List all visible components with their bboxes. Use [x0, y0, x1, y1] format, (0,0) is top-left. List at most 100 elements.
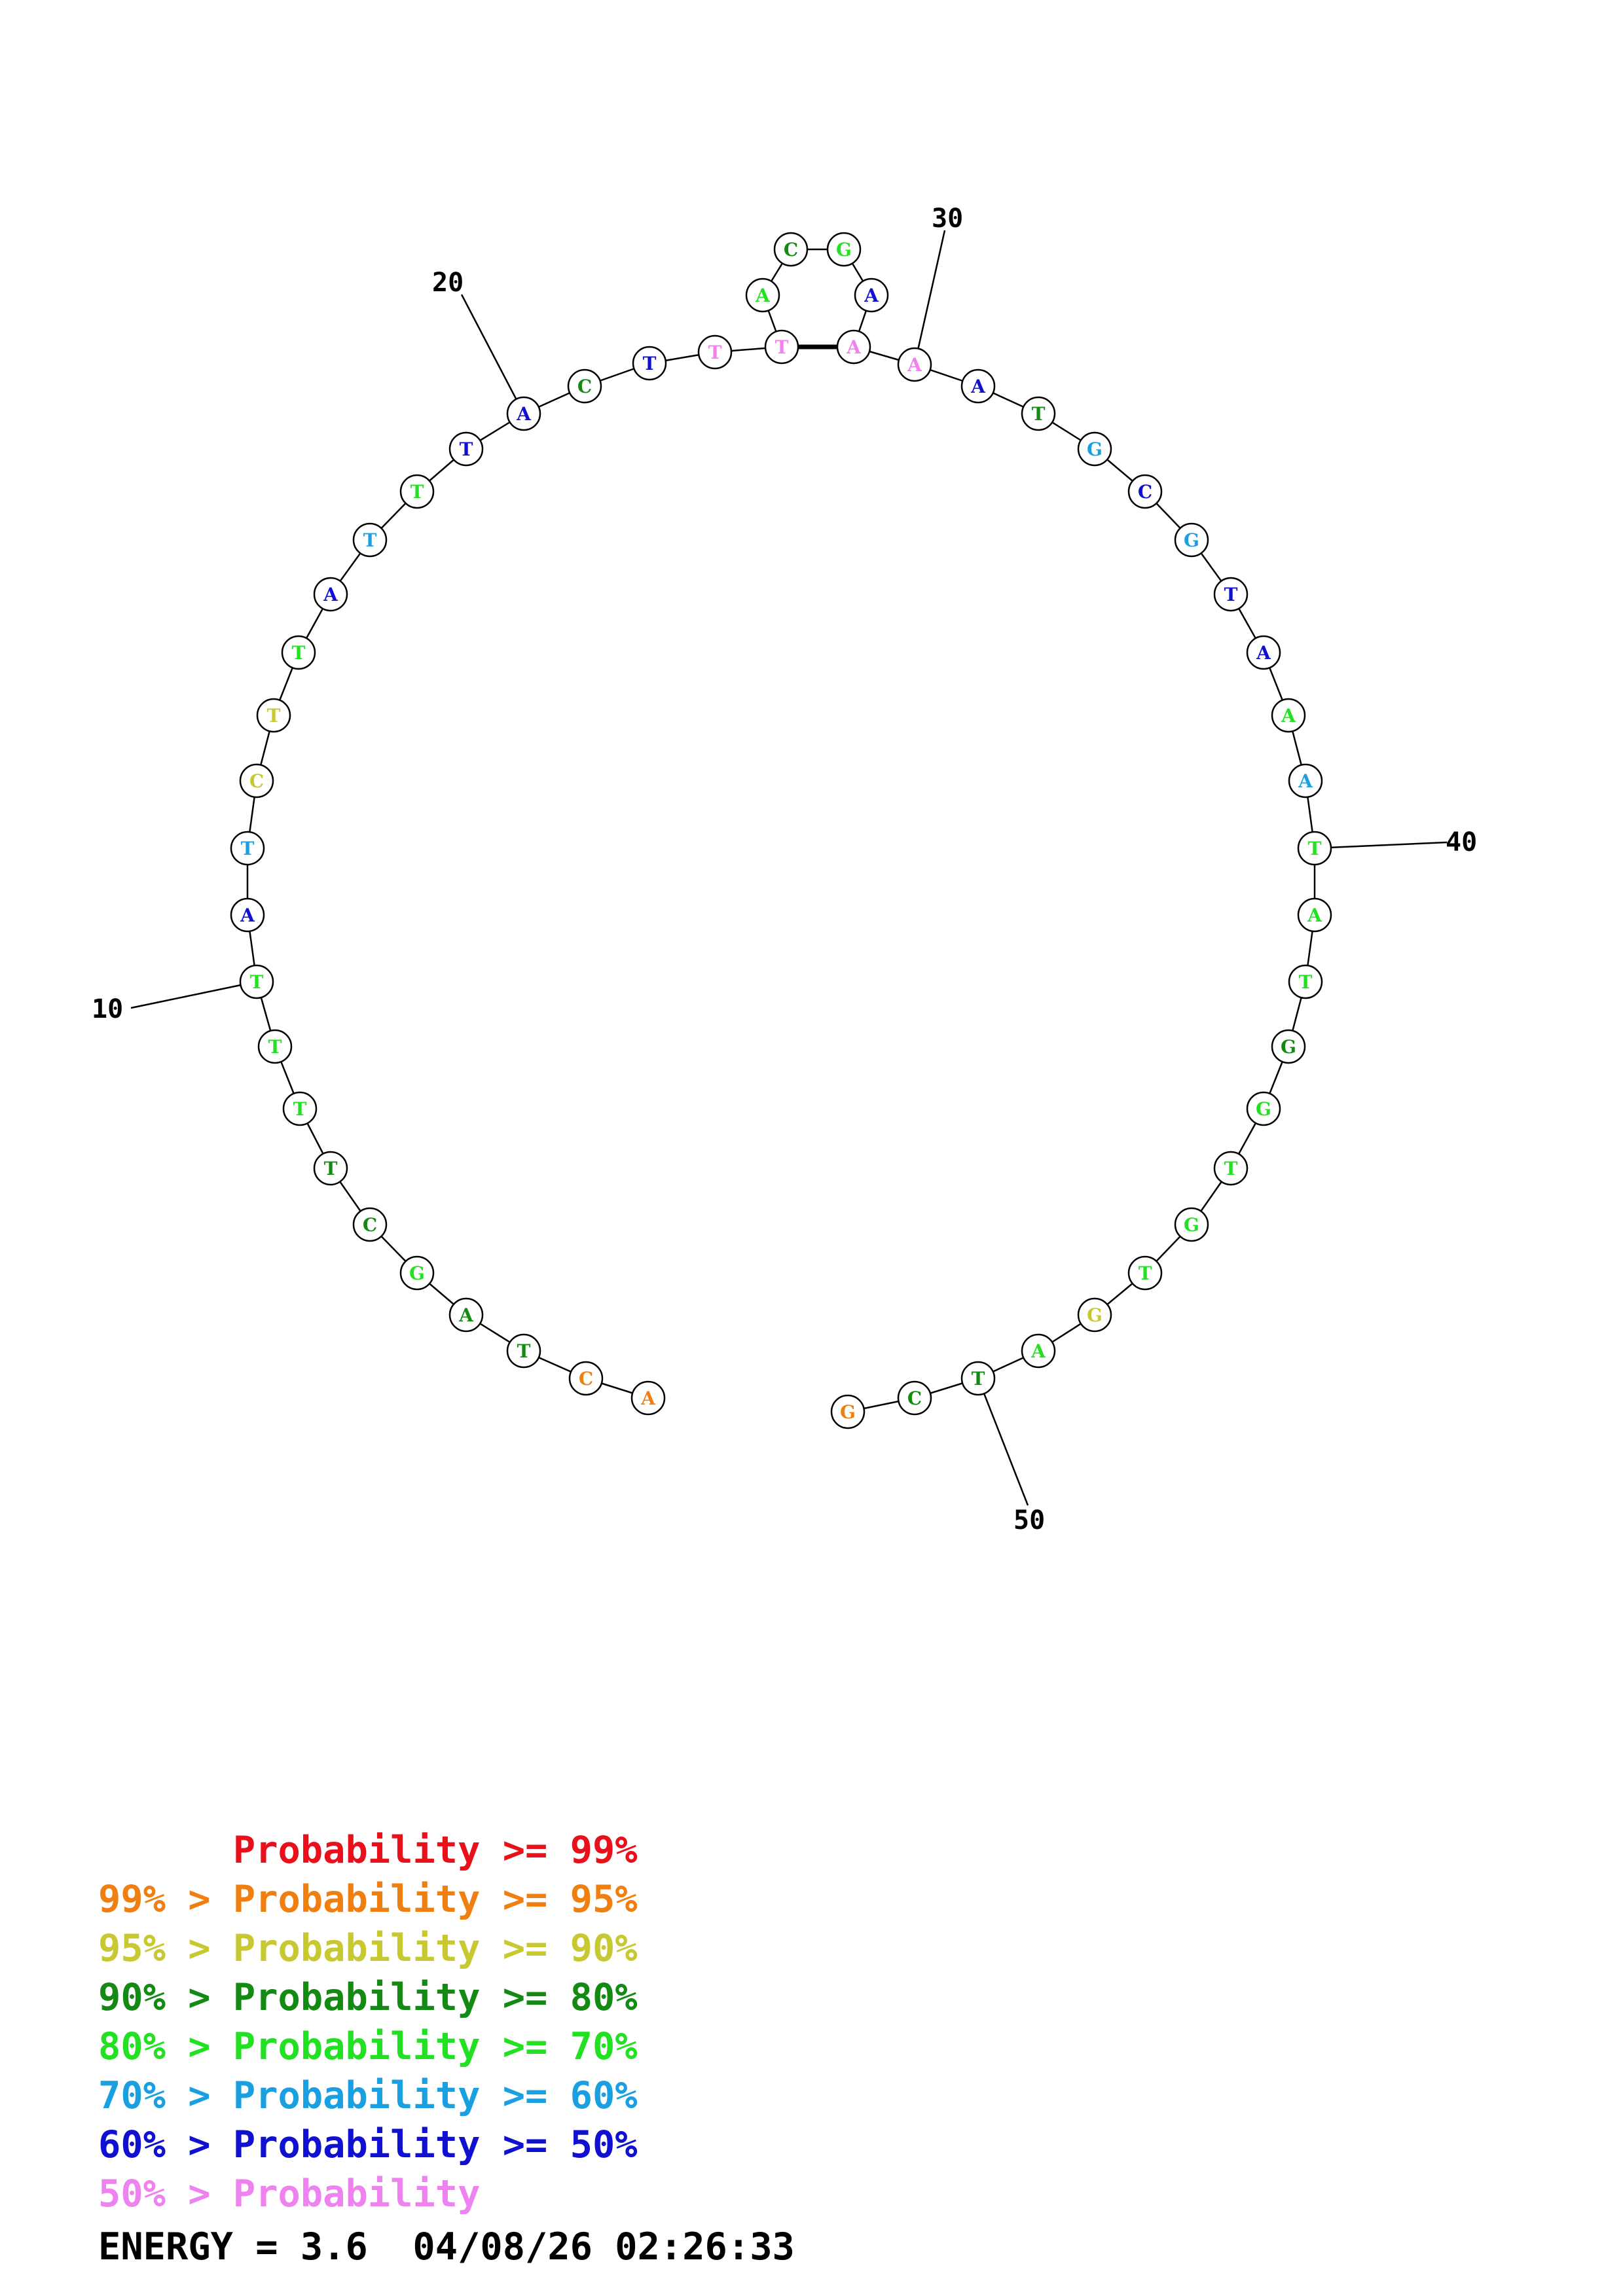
nucleotide-9: T [257, 1029, 293, 1064]
nucleotide-circle [282, 1091, 318, 1126]
nucleotide-circle [448, 431, 484, 467]
nucleotide-circle [1271, 1029, 1306, 1064]
nucleotide-circle [830, 1394, 866, 1429]
nucleotide-43: G [1271, 1029, 1306, 1064]
nucleotide-45: T [1213, 1151, 1249, 1186]
nucleotide-28: A [854, 278, 889, 313]
nucleotide-circle [1127, 1255, 1163, 1291]
nucleotide-40: T [1297, 831, 1332, 866]
nucleotide-base-letter: T [1224, 584, 1238, 605]
nucleotide-46: G [1174, 1207, 1209, 1242]
nucleotide-29: A [836, 329, 871, 365]
nucleotide-44: G [1246, 1091, 1281, 1126]
nucleotide-circle [230, 897, 265, 933]
nucleotide-circle [1213, 1151, 1249, 1186]
nucleotide-circle [745, 278, 780, 313]
tick-label-20: 20 [432, 268, 464, 298]
nucleotide-42: T [1288, 964, 1323, 999]
legend-prefix: 80% > [98, 2025, 233, 2068]
nucleotide-circle [1213, 577, 1249, 612]
legend-prefix: 60% > [98, 2123, 233, 2166]
nucleotide-base-letter: T [460, 439, 473, 460]
nucleotide-layer: A C T A G C T T T T A T C T T A T T T A C T T T A C G A A A A T G C G T A A A T… [230, 232, 1332, 1429]
nucleotide-circle [1174, 522, 1209, 558]
nucleotide-base-letter: C [1138, 481, 1152, 503]
nucleotide-base-letter: T [293, 1098, 307, 1120]
nucleotide-base-letter: T [643, 353, 657, 374]
nucleotide-50: T [960, 1361, 996, 1396]
legend-label: Probability >= 70% [232, 2025, 638, 2068]
nucleotide-31: A [960, 368, 996, 404]
nucleotide-circle [960, 368, 996, 404]
tick-line-20 [460, 294, 525, 414]
nucleotide-circle [568, 1361, 604, 1396]
nucleotide-circle [1021, 1333, 1056, 1369]
nucleotide-base-letter: T [324, 1158, 338, 1179]
nucleotide-7: T [313, 1151, 348, 1186]
nucleotide-base-letter: A [1030, 1340, 1046, 1362]
nucleotide-circle [1077, 431, 1112, 467]
nucleotide-base-letter: C [907, 1388, 922, 1409]
nucleotide-circle [854, 278, 889, 313]
tick-label-10: 10 [92, 994, 123, 1024]
nucleotide-circle [630, 1380, 666, 1416]
legend-row: 90% > Probability >= 80% [98, 1973, 638, 2022]
nucleotide-base-letter: T [1032, 403, 1046, 425]
nucleotide-47: T [1127, 1255, 1163, 1291]
nucleotide-18: T [399, 474, 435, 509]
nucleotide-base-letter: C [579, 1368, 593, 1390]
nucleotide-48: G [1077, 1297, 1112, 1333]
nucleotide-base-letter: G [840, 1401, 856, 1423]
nucleotide-base-letter: T [363, 529, 377, 551]
nucleotide-base-letter: G [1184, 529, 1199, 551]
nucleotide-circle [897, 347, 932, 382]
nucleotide-base-letter: A [907, 354, 922, 376]
nucleotide-base-letter: T [1299, 971, 1313, 993]
legend-row: 70% > Probability >= 60% [98, 2072, 638, 2121]
nucleotide-base-letter: A [970, 376, 986, 397]
nucleotide-17: T [352, 522, 388, 558]
nucleotide-base-letter: A [1298, 770, 1313, 792]
nucleotide-base-letter: T [267, 705, 281, 726]
nucleotide-37: A [1246, 635, 1281, 670]
nucleotide-base-letter: A [1307, 905, 1322, 926]
nucleotide-11: A [230, 897, 265, 933]
legend-label: Probability >= 90% [232, 1927, 638, 1970]
nucleotide-circle [1297, 831, 1332, 866]
nucleotide-33: G [1077, 431, 1112, 467]
legend-label: Probability >= 95% [232, 1878, 638, 1921]
nucleotide-base-letter: A [516, 403, 532, 425]
nucleotide-34: C [1127, 474, 1163, 509]
nucleotide-base-letter: T [1308, 838, 1322, 859]
legend-row: 99% > Probability >= 95% [98, 1875, 638, 1924]
nucleotide-base-letter: T [775, 336, 789, 358]
tick-line-40 [1314, 841, 1448, 850]
nucleotide-circle [313, 1151, 348, 1186]
nucleotide-circle [960, 1361, 996, 1396]
nucleotide-circle [764, 329, 799, 365]
nucleotide-base-letter: C [577, 376, 592, 397]
nucleotide-base-letter: G [1087, 1304, 1103, 1326]
nucleotide-circle [399, 474, 435, 509]
nucleotide-circle [230, 831, 265, 866]
backbone-layer [246, 248, 1316, 1413]
nucleotide-base-letter: T [1224, 1158, 1238, 1179]
tick-label-layer: 10 20 30 40 50 [92, 204, 1477, 1535]
nucleotide-circle [1288, 763, 1323, 798]
nucleotide-23: T [697, 334, 733, 370]
nucleotide-39: A [1288, 763, 1323, 798]
nucleotide-circle [1246, 1091, 1281, 1126]
legend-row: 95% > Probability >= 90% [98, 1924, 638, 1973]
legend-label: Probability >= 80% [232, 1976, 638, 2019]
nucleotide-16: A [313, 577, 348, 612]
nucleotide-circle [1246, 635, 1281, 670]
nucleotide-circle [448, 1297, 484, 1333]
nucleotide-base-letter: A [846, 336, 862, 358]
nucleotide-circle [313, 577, 348, 612]
tick-label-50: 50 [1013, 1505, 1045, 1535]
nucleotide-base-letter: G [1087, 439, 1103, 460]
nucleotide-base-letter: T [292, 642, 306, 664]
nucleotide-base-letter: T [268, 1036, 282, 1058]
legend-row: 80% > Probability >= 70% [98, 2022, 638, 2072]
legend-prefix: 95% > [98, 1927, 233, 1970]
